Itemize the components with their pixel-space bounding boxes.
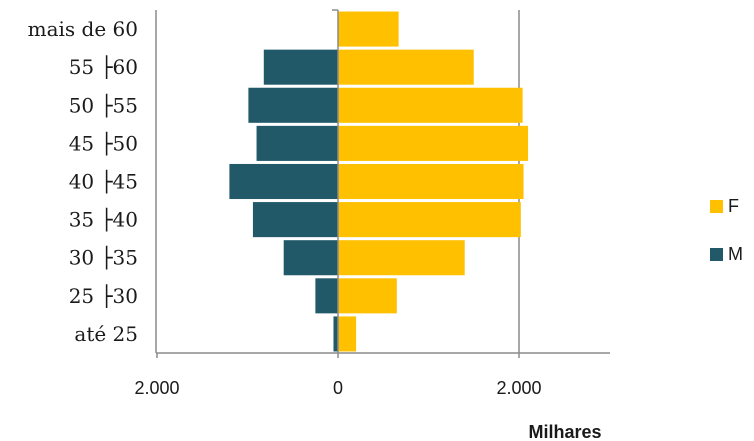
legend: FM: [710, 196, 743, 264]
legend-swatch-f: [710, 200, 723, 213]
category-label-7: 55 ├60: [69, 55, 138, 79]
bar-m-0: [333, 316, 338, 352]
x-axis-title: Milhares: [528, 422, 601, 441]
bar-m-1: [315, 278, 338, 314]
bar-f-4: [338, 163, 524, 200]
category-label-5: 45 ├50: [69, 131, 138, 155]
legend-label-f: F: [728, 196, 739, 216]
category-label-6: 50 ├55: [69, 93, 138, 117]
category-label-2: 30 ├35: [69, 246, 138, 270]
x-tick-labels: 2.000 0 2.000: [134, 378, 541, 398]
category-labels: até 25 25 ├30 30 ├35 35 ├40 40 ├45 45 ├50 50 ├…: [28, 17, 138, 346]
bar-f-8: [338, 11, 399, 47]
bar-f-0: [338, 316, 357, 352]
bar-m-2: [283, 240, 338, 276]
bars: [229, 11, 529, 352]
bar-f-7: [338, 49, 474, 85]
category-label-1: 25 ├30: [69, 284, 138, 308]
bar-f-1: [338, 278, 397, 314]
bar-m-6: [248, 87, 338, 123]
category-label-8: mais de 60: [28, 17, 138, 41]
bar-f-2: [338, 240, 465, 276]
x-tick-label-0: 2.000: [134, 378, 179, 398]
category-label-0: até 25: [74, 322, 138, 346]
category-label-3: 35 ├40: [69, 208, 138, 232]
category-label-4: 40 ├45: [69, 170, 138, 194]
bar-m-7: [263, 49, 338, 85]
x-tick-label-2: 2.000: [496, 378, 541, 398]
bar-f-3: [338, 202, 521, 238]
bar-m-3: [252, 202, 338, 238]
legend-label-m: M: [728, 244, 743, 264]
bar-m-5: [256, 125, 338, 161]
bar-f-5: [338, 125, 529, 161]
bar-m-4: [229, 163, 338, 200]
bar-f-6: [338, 87, 523, 123]
axes: [155, 9, 610, 358]
legend-swatch-m: [710, 248, 723, 261]
x-tick-label-1: 0: [333, 378, 343, 398]
